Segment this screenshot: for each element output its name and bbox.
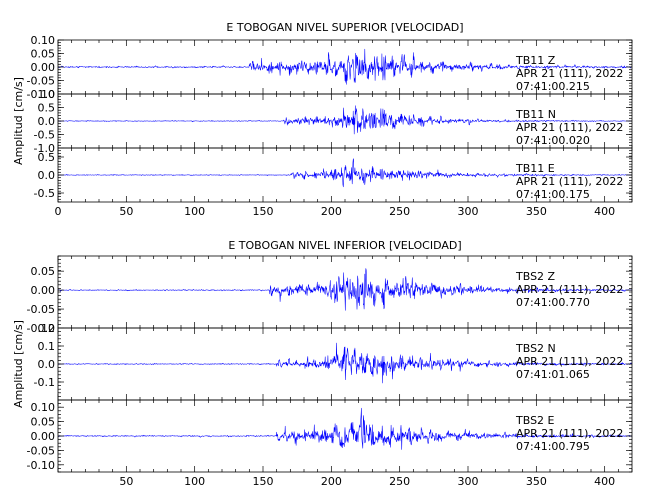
x-tick-label: 150 — [253, 475, 274, 488]
y-tick-label: -0.10 — [27, 88, 55, 101]
y-tick-label: 0.10 — [31, 34, 56, 47]
channel-component-label: TB11 N — [515, 108, 556, 121]
x-tick-label: 100 — [184, 475, 205, 488]
y-tick-label: 0.05 — [31, 416, 56, 429]
y-tick-label: 0.2 — [38, 322, 56, 335]
channel-component-label: TB11 E — [515, 162, 555, 175]
y-tick-label: 0.00 — [31, 284, 56, 297]
y-tick-label: 0.00 — [31, 61, 56, 74]
x-tick-label: 400 — [594, 205, 615, 218]
channel-time-label: 07:41:00.175 — [516, 188, 590, 201]
channel-time-label: 07:41:00.770 — [516, 296, 590, 309]
channel-component-label: TBS2 E — [515, 414, 555, 427]
channel-date-label: APR 21 (111), 2022 — [516, 67, 623, 80]
chart-title: E TOBOGAN NIVEL INFERIOR [VELOCIDAD] — [228, 239, 461, 252]
y-tick-label: -0.05 — [27, 75, 55, 88]
y-axis-label: Amplitud [cm/s] — [12, 320, 25, 408]
x-tick-label: 200 — [321, 205, 342, 218]
channel-time-label: 07:41:00.020 — [516, 134, 590, 147]
waveform-trace — [57, 158, 633, 188]
waveform-trace — [57, 268, 633, 311]
x-tick-label: 0 — [55, 205, 62, 218]
y-tick-label: -0.05 — [27, 444, 55, 457]
y-axis-label: Amplitud [cm/s] — [12, 77, 25, 165]
channel-date-label: APR 21 (111), 2022 — [516, 175, 623, 188]
x-tick-label: 250 — [389, 205, 410, 218]
channel-component-label: TBS2 N — [515, 342, 556, 355]
y-tick-label: 0.5 — [38, 102, 56, 115]
x-tick-label: 300 — [458, 205, 479, 218]
chart-title: E TOBOGAN NIVEL SUPERIOR [VELOCIDAD] — [226, 21, 463, 34]
y-tick-label: -0.5 — [34, 187, 55, 200]
chart-nivel-superior: E TOBOGAN NIVEL SUPERIOR [VELOCIDAD] Amp… — [12, 21, 633, 218]
waveform-trace — [57, 407, 633, 450]
channel-time-label: 07:41:00.215 — [516, 80, 590, 93]
waveform-trace — [58, 48, 633, 85]
x-tick-label: 200 — [321, 475, 342, 488]
y-tick-label: 0.5 — [38, 151, 56, 164]
waveform-trace — [57, 105, 633, 135]
x-tick-label: 150 — [253, 205, 274, 218]
y-tick-label: 0.05 — [31, 265, 56, 278]
chart-nivel-inferior: E TOBOGAN NIVEL INFERIOR [VELOCIDAD] Amp… — [12, 239, 633, 488]
y-tick-label: 0.0 — [38, 358, 56, 371]
x-tick-label: 350 — [526, 205, 547, 218]
y-tick-label: 0.05 — [31, 48, 56, 61]
channel-date-label: APR 21 (111), 2022 — [516, 121, 623, 134]
channel-time-label: 07:41:00.795 — [516, 440, 590, 453]
x-tick-label: 400 — [594, 475, 615, 488]
x-tick-label: 100 — [184, 205, 205, 218]
y-tick-label: -0.10 — [27, 322, 55, 335]
y-tick-label: -0.10 — [27, 459, 55, 472]
channel-component-label: TB11 Z — [515, 54, 556, 67]
y-tick-label: -0.1 — [34, 376, 55, 389]
waveform-trace — [57, 342, 633, 384]
y-tick-label: 1.0 — [38, 88, 56, 101]
channel-date-label: APR 21 (111), 2022 — [516, 283, 623, 296]
y-tick-label: 0.10 — [31, 401, 56, 414]
x-tick-label: 50 — [119, 205, 133, 218]
x-tick-label: 50 — [119, 475, 133, 488]
x-tick-label: 250 — [389, 475, 410, 488]
y-tick-label: 0.00 — [31, 430, 56, 443]
y-tick-label: -0.05 — [27, 303, 55, 316]
channel-date-label: APR 21 (111), 2022 — [516, 427, 623, 440]
y-tick-label: 0.0 — [38, 115, 56, 128]
y-tick-label: 0.1 — [38, 340, 56, 353]
channel-time-label: 07:41:01.065 — [516, 368, 590, 381]
y-tick-label: -1.0 — [34, 142, 55, 155]
y-tick-label: -0.5 — [34, 129, 55, 142]
channel-component-label: TBS2 Z — [515, 270, 556, 283]
x-tick-label: 350 — [526, 475, 547, 488]
x-tick-label: 300 — [458, 475, 479, 488]
channel-date-label: APR 21 (111), 2022 — [516, 355, 623, 368]
y-tick-label: 0.0 — [38, 169, 56, 182]
